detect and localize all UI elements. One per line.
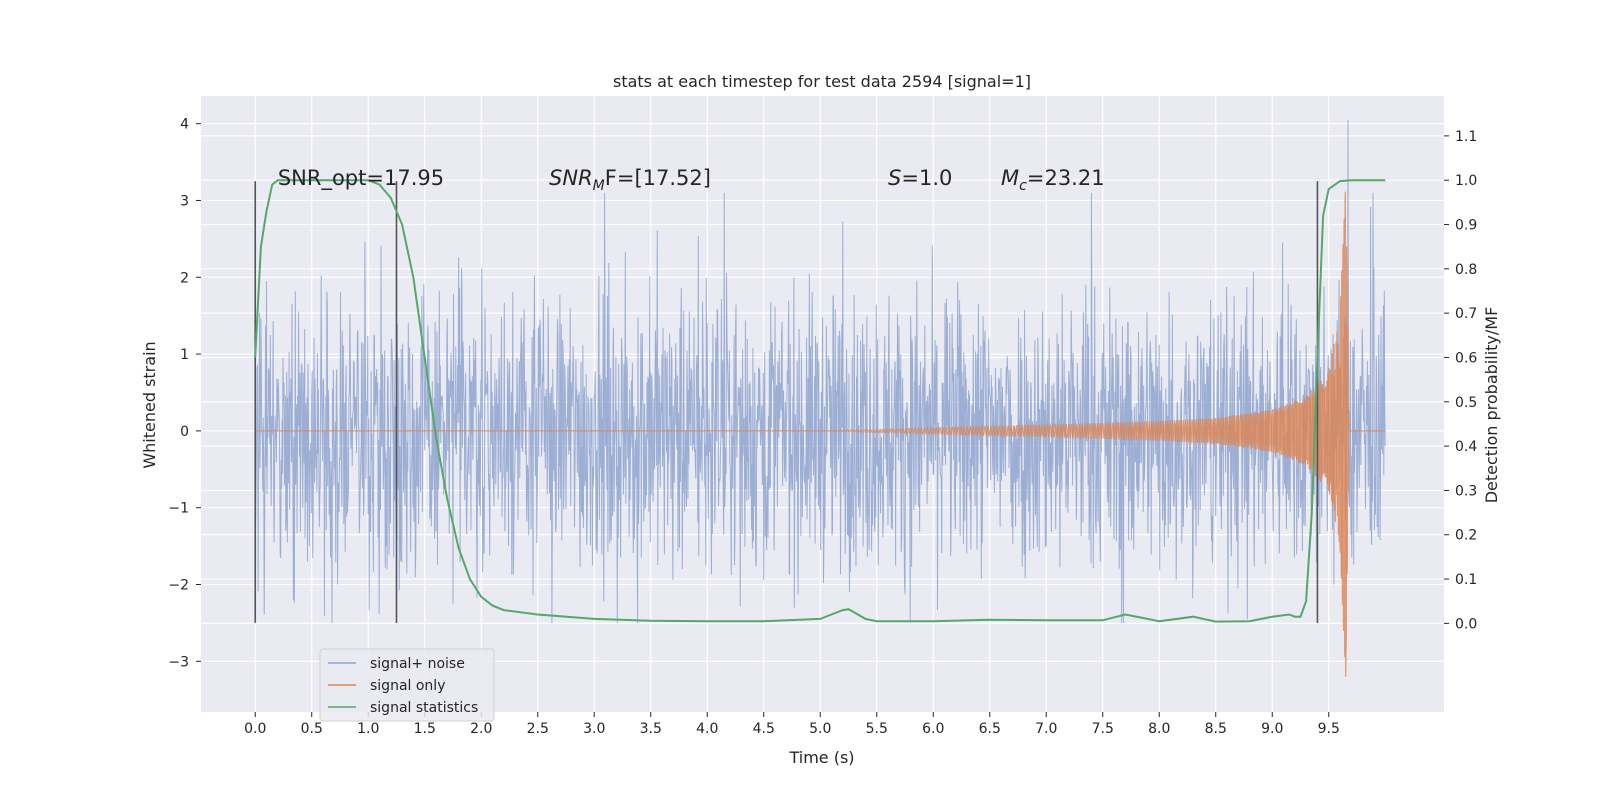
legend-label-signal-statistics: signal statistics [370, 700, 478, 716]
left-y-tick-label: 3 [180, 193, 189, 209]
annotation: SNR_opt=17.95 [278, 166, 444, 191]
x-tick-label: 2.5 [527, 721, 549, 737]
x-tick-label: 5.0 [809, 721, 831, 737]
right-y-tick-label: 0.6 [1455, 350, 1477, 366]
left-y-axis-label: Whitened strain [140, 341, 159, 468]
annotation-text: SNR_opt=17.95 [278, 166, 444, 191]
x-tick-label: 9.0 [1261, 721, 1283, 737]
x-tick-label: 9.5 [1318, 721, 1340, 737]
right-y-tick-label: 1.1 [1455, 129, 1477, 145]
x-tick-label: 0.5 [301, 721, 323, 737]
left-y-tick-label: 1 [180, 347, 189, 363]
x-tick-label: 0.0 [244, 721, 266, 737]
x-tick-label: 4.0 [696, 721, 718, 737]
x-axis-label: Time (s) [788, 748, 854, 767]
chart-title: stats at each timestep for test data 259… [613, 72, 1031, 91]
x-tick-label: 2.0 [470, 721, 492, 737]
series-signal-noise [254, 119, 1386, 623]
x-tick-label: 1.5 [414, 721, 436, 737]
x-tick-label: 3.5 [640, 721, 662, 737]
legend-label-signal-noise: signal+ noise [370, 656, 465, 672]
signal-only-line [255, 191, 1386, 677]
right-y-tick-label: 0.7 [1455, 306, 1477, 322]
right-y-tick-label: 0.0 [1455, 616, 1477, 632]
right-y-tick-label: 0.4 [1455, 439, 1477, 455]
right-y-tick-label: 0.3 [1455, 483, 1477, 499]
annotation-subscript: c [1019, 178, 1027, 194]
left-y-tick-label: 0 [180, 424, 189, 440]
right-y-tick-label: 0.2 [1455, 528, 1477, 544]
x-axis-ticks: 0.0 0.5 1.0 1.5 2.0 2.5 3.0 3.5 4.0 4.5 5.0 5.5 6.0 6… [244, 712, 1340, 737]
x-tick-label: 8.5 [1205, 721, 1227, 737]
legend-label-signal-only: signal only [370, 678, 445, 694]
legend-box [319, 648, 495, 722]
x-tick-label: 7.0 [1035, 721, 1057, 737]
right-y-tick-label: 0.5 [1455, 395, 1477, 411]
right-y-axis-label: Detection probability/MF [1482, 307, 1501, 504]
annotation-value: F=[17.52] [605, 166, 711, 190]
right-y-tick-label: 0.8 [1455, 262, 1477, 278]
right-y-tick-label: 0.1 [1455, 572, 1477, 588]
x-tick-label: 7.5 [1092, 721, 1114, 737]
annotation-text: M [1001, 166, 1019, 190]
signal-noise-line [254, 119, 1386, 623]
right-y-tick-label: 0.9 [1455, 218, 1477, 234]
left-y-tick-label: −2 [168, 577, 189, 593]
vertical-markers [254, 181, 1319, 623]
x-tick-label: 8.0 [1148, 721, 1170, 737]
annotation: SNRMF=[17.52] [549, 166, 711, 194]
signal-statistics-line [254, 179, 1386, 623]
annotation-subscript: M [593, 178, 605, 194]
x-tick-label: 3.0 [583, 721, 605, 737]
series-signal-statistics [254, 179, 1386, 623]
x-tick-label: 1.0 [357, 721, 379, 737]
left-y-axis-ticks: −3 −2 −1 0 1 2 3 4 [168, 117, 201, 670]
series-signal-only [255, 191, 1386, 677]
left-y-tick-label: −1 [168, 501, 189, 517]
x-tick-label: 5.5 [866, 721, 888, 737]
annotation-text: SNR [549, 166, 593, 190]
x-tick-label: 4.5 [753, 721, 775, 737]
annotation-text: S [888, 166, 901, 190]
annotation: S=1.0 [888, 166, 952, 190]
annotation-value: =23.21 [1027, 166, 1105, 190]
annotations: SNR_opt=17.95 SNRMF=[17.52] S=1.0 Mc=23.21 [278, 166, 1105, 194]
right-y-tick-label: 1.0 [1455, 173, 1477, 189]
legend: signal+ noise signal only signal statist… [319, 648, 495, 722]
x-tick-label: 6.0 [922, 721, 944, 737]
left-y-tick-label: 4 [180, 117, 189, 133]
annotation-value: =1.0 [901, 166, 952, 190]
x-tick-label: 6.5 [979, 721, 1001, 737]
left-y-tick-label: −3 [168, 654, 189, 670]
right-y-axis-ticks: 0.0 0.1 0.2 0.3 0.4 0.5 0.6 0.7 0.8 0.9 1.0 1.1 [1444, 129, 1477, 632]
left-y-tick-label: 2 [180, 270, 189, 286]
annotation: Mc=23.21 [1001, 166, 1105, 194]
